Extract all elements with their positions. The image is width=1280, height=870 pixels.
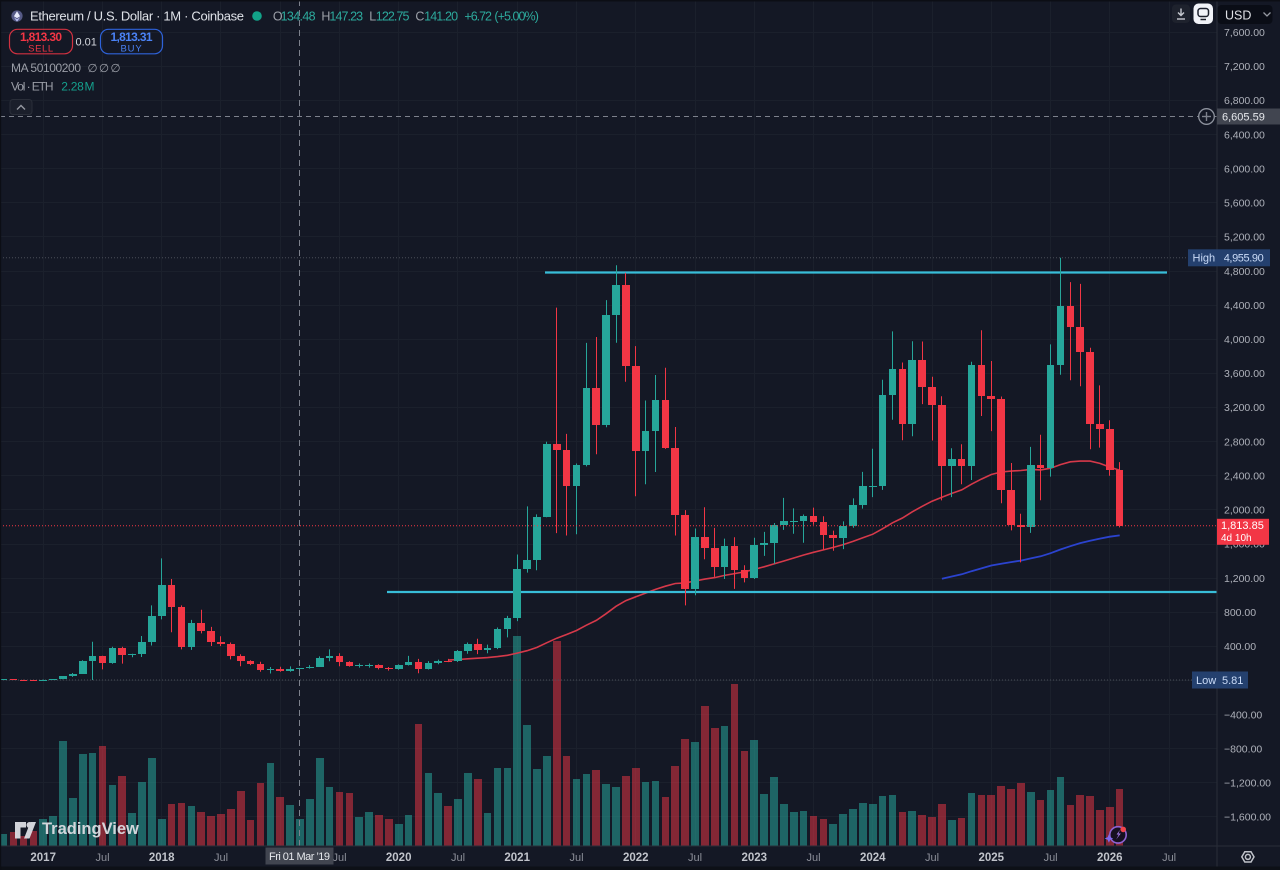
svg-text:+6.72: +6.72 [464, 10, 492, 24]
svg-text:SELL: SELL [28, 43, 54, 54]
svg-text:C: C [415, 10, 424, 24]
svg-text:−1,600.00: −1,600.00 [1224, 812, 1271, 824]
svg-text:6,400.00: 6,400.00 [1224, 129, 1265, 141]
svg-text:Low: Low [1196, 675, 1216, 687]
svg-text:−800.00: −800.00 [1224, 743, 1262, 755]
svg-text:Jul: Jul [569, 852, 583, 864]
svg-text:1,200.00: 1,200.00 [1224, 573, 1265, 585]
svg-text:H: H [321, 10, 330, 24]
svg-text:BUY: BUY [121, 43, 143, 54]
svg-text:0.01: 0.01 [75, 36, 96, 48]
svg-text:Jul: Jul [688, 852, 702, 864]
svg-text:Jul: Jul [1162, 852, 1176, 864]
svg-text:Jul: Jul [925, 852, 939, 864]
svg-text:∅: ∅ [99, 63, 109, 75]
svg-text:TradingView: TradingView [42, 820, 139, 838]
svg-text:6,800.00: 6,800.00 [1224, 95, 1265, 107]
svg-text:2,400.00: 2,400.00 [1224, 471, 1265, 483]
svg-text:1,813.31: 1,813.31 [111, 30, 153, 44]
svg-text:3,200.00: 3,200.00 [1224, 402, 1265, 414]
svg-text:L: L [369, 10, 376, 24]
svg-text:7,600.00: 7,600.00 [1224, 27, 1265, 39]
svg-text:High: High [1193, 253, 1216, 265]
svg-text:2024: 2024 [860, 852, 886, 864]
svg-text:Jul: Jul [95, 852, 109, 864]
svg-text:134.48: 134.48 [281, 10, 316, 24]
svg-text:2025: 2025 [979, 852, 1005, 864]
svg-text:800.00: 800.00 [1224, 607, 1256, 619]
svg-text:Jul: Jul [806, 852, 820, 864]
svg-text:141.20: 141.20 [424, 10, 458, 24]
svg-text:122.75: 122.75 [376, 10, 410, 24]
svg-text:4,955.90: 4,955.90 [1224, 253, 1264, 265]
svg-text:1,813.85: 1,813.85 [1221, 520, 1264, 532]
svg-text:MA 50100200: MA 50100200 [11, 61, 81, 75]
svg-text:2020: 2020 [386, 852, 412, 864]
svg-text:3,600.00: 3,600.00 [1224, 368, 1265, 380]
svg-text:2,000.00: 2,000.00 [1224, 505, 1265, 517]
svg-text:4,000.00: 4,000.00 [1224, 334, 1265, 346]
svg-text:5,600.00: 5,600.00 [1224, 198, 1265, 210]
svg-text:USD: USD [1225, 9, 1251, 23]
svg-text:7,200.00: 7,200.00 [1224, 61, 1265, 73]
svg-text:M: M [85, 80, 95, 94]
svg-text:2021: 2021 [504, 852, 530, 864]
svg-text:5,200.00: 5,200.00 [1224, 232, 1265, 244]
svg-text:Jul: Jul [1044, 852, 1058, 864]
svg-text:2022: 2022 [623, 852, 649, 864]
svg-text:4,400.00: 4,400.00 [1224, 300, 1265, 312]
svg-text:Ethereum / U.S. Dollar · 1M ·: Ethereum / U.S. Dollar · 1M · Coinbase [30, 9, 244, 24]
svg-text:2.28: 2.28 [61, 80, 84, 94]
svg-text:2023: 2023 [742, 852, 768, 864]
svg-text:∅: ∅ [111, 63, 121, 75]
svg-text:−1,200.00: −1,200.00 [1224, 778, 1271, 790]
svg-text:Vol · ETH: Vol · ETH [11, 80, 54, 94]
svg-text:Jul: Jul [451, 852, 465, 864]
svg-text:Fri 01 Mar ’19: Fri 01 Mar ’19 [269, 851, 330, 863]
svg-text:6,605.59: 6,605.59 [1222, 111, 1265, 123]
svg-text:−400.00: −400.00 [1224, 709, 1262, 721]
svg-text:4,800.00: 4,800.00 [1224, 266, 1265, 278]
svg-text:∅: ∅ [88, 63, 98, 75]
svg-text:Jul: Jul [332, 852, 346, 864]
svg-text:5.81: 5.81 [1222, 675, 1243, 687]
svg-text:2018: 2018 [149, 852, 175, 864]
svg-text:400.00: 400.00 [1224, 641, 1256, 653]
svg-text:(+5.00%): (+5.00%) [494, 10, 539, 24]
svg-text:Jul: Jul [214, 852, 228, 864]
svg-text:4d 10h: 4d 10h [1221, 533, 1252, 544]
svg-text:1,813.30: 1,813.30 [20, 30, 62, 44]
svg-text:6,000.00: 6,000.00 [1224, 163, 1265, 175]
svg-text:O: O [273, 10, 283, 24]
svg-text:2026: 2026 [1097, 852, 1123, 864]
svg-text:2,800.00: 2,800.00 [1224, 436, 1265, 448]
svg-text:147.23: 147.23 [329, 10, 363, 24]
svg-text:2017: 2017 [30, 852, 56, 864]
